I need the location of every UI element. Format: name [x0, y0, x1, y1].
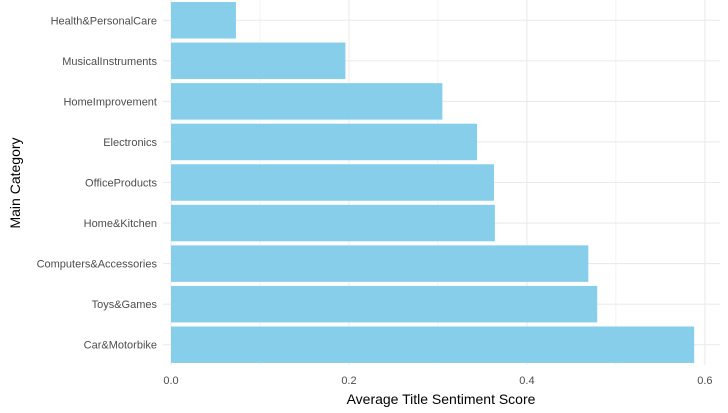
bar-4	[171, 164, 494, 201]
bars	[171, 2, 695, 363]
x-tick-labels: 0.0 0.2 0.4 0.6	[163, 375, 712, 387]
bar-2	[171, 83, 443, 120]
y-tick-label-2: HomeImprovement	[63, 96, 157, 108]
y-tick-label-7: Toys&Games	[92, 299, 158, 311]
y-tick-label-5: Home&Kitchen	[84, 218, 157, 230]
y-tick-label-0: Health&PersonalCare	[51, 15, 157, 27]
x-tick-label-3: 0.6	[697, 375, 712, 387]
y-tick-label-6: Computers&Accessories	[37, 259, 158, 271]
bar-7	[171, 285, 598, 323]
bar-0	[171, 2, 236, 39]
bar-8	[171, 326, 695, 363]
y-tick-labels: Health&PersonalCare MusicalInstruments Hom…	[37, 15, 158, 351]
x-tick-label-1: 0.2	[341, 375, 356, 387]
y-tick-label-8: Car&Motorbike	[84, 340, 157, 352]
bar-5	[171, 204, 495, 242]
x-tick-label-2: 0.4	[519, 375, 534, 387]
bar-1	[171, 42, 346, 80]
y-axis-title: Main Category	[7, 137, 23, 228]
y-tick-label-1: MusicalInstruments	[62, 56, 157, 68]
y-tick-label-4: OfficeProducts	[85, 178, 157, 190]
x-axis-title: Average Title Sentiment Score	[347, 391, 536, 407]
y-tick-label-3: Electronics	[103, 137, 157, 149]
x-tick-label-0: 0.0	[163, 375, 178, 387]
bar-3	[171, 123, 478, 161]
bar-6	[171, 245, 589, 282]
